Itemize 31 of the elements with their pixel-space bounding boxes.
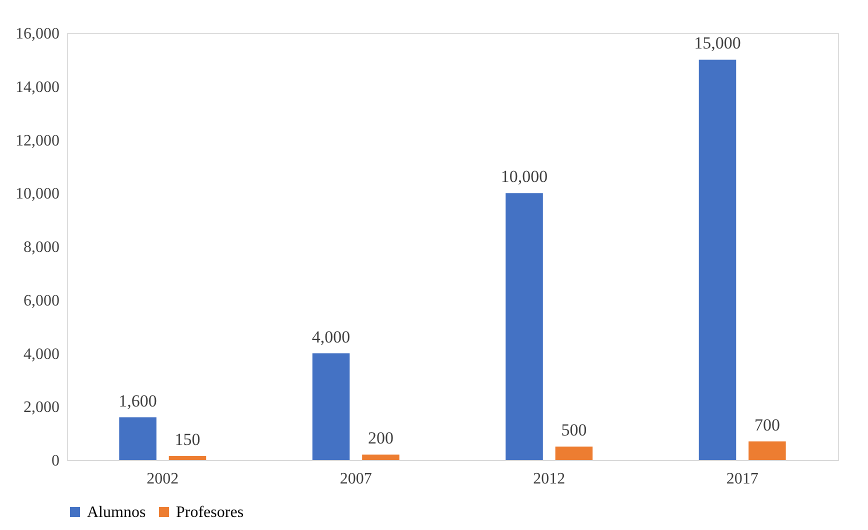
bar bbox=[555, 446, 593, 460]
x-tick-label: 2007 bbox=[340, 470, 372, 488]
bar bbox=[168, 456, 206, 460]
bar bbox=[698, 60, 736, 460]
data-label: 200 bbox=[368, 428, 394, 448]
legend-label: Profesores bbox=[176, 504, 244, 521]
y-tick-label: 4,000 bbox=[24, 346, 60, 363]
data-label: 15,000 bbox=[694, 34, 741, 53]
y-tick-label: 16,000 bbox=[16, 26, 60, 42]
y-tick-label: 12,000 bbox=[16, 132, 60, 150]
bar bbox=[748, 441, 786, 460]
data-label: 1,600 bbox=[118, 391, 157, 410]
data-label: 4,000 bbox=[312, 327, 350, 346]
data-label: 700 bbox=[754, 415, 780, 434]
x-tick-label: 2017 bbox=[726, 470, 758, 488]
data-label: 150 bbox=[174, 430, 200, 449]
y-tick-label: 6,000 bbox=[24, 292, 60, 310]
y-tick-label: 8,000 bbox=[24, 239, 60, 256]
bar bbox=[362, 454, 400, 460]
y-tick-label: 2,000 bbox=[24, 399, 60, 416]
legend-label: Alumnos bbox=[87, 504, 146, 521]
bar bbox=[312, 353, 350, 460]
data-label: 10,000 bbox=[500, 167, 548, 186]
y-tick-label: 10,000 bbox=[16, 186, 60, 203]
y-tick-label: 14,000 bbox=[16, 78, 60, 96]
data-label: 500 bbox=[561, 420, 587, 440]
x-tick-label: 2012 bbox=[533, 470, 566, 488]
x-tick-label: 2002 bbox=[146, 470, 179, 488]
bar bbox=[119, 417, 156, 460]
y-tick-label: 0 bbox=[52, 452, 60, 470]
bar bbox=[506, 193, 543, 460]
